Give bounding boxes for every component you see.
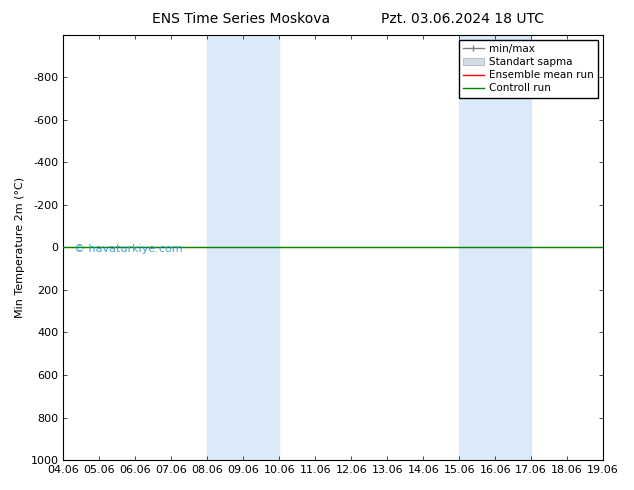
Legend: min/max, Standart sapma, Ensemble mean run, Controll run: min/max, Standart sapma, Ensemble mean r…	[459, 40, 598, 98]
Y-axis label: Min Temperature 2m (°C): Min Temperature 2m (°C)	[15, 177, 25, 318]
Bar	[207, 35, 243, 460]
Text: ENS Time Series Moskova: ENS Time Series Moskova	[152, 12, 330, 26]
Bar	[459, 35, 495, 460]
Bar	[495, 35, 531, 460]
Text: © havaturkiye.com: © havaturkiye.com	[74, 245, 183, 254]
Text: Pzt. 03.06.2024 18 UTC: Pzt. 03.06.2024 18 UTC	[381, 12, 545, 26]
Bar	[243, 35, 280, 460]
